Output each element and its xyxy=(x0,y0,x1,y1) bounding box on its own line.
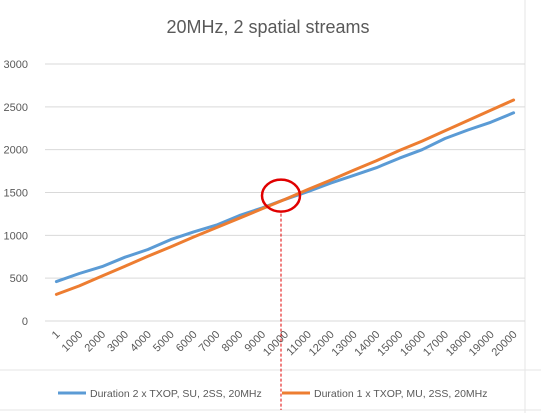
annotation-circle xyxy=(260,178,302,213)
y-tick-label: 1000 xyxy=(4,230,28,242)
legend: Duration 2 x TXOP, SU, 2SS, 20MHz Duratio… xyxy=(58,388,488,400)
x-tick-label: 1000 xyxy=(60,329,86,355)
chart-title: 20MHz, 2 spatial streams xyxy=(166,17,369,37)
x-tick-label: 3000 xyxy=(105,329,131,355)
y-tick-label: 0 xyxy=(22,316,28,328)
x-tick-label: 5000 xyxy=(151,329,177,355)
y-tick-label: 3000 xyxy=(4,59,28,71)
legend-label-2: Duration 1 x TXOP, MU, 2SS, 20MHz xyxy=(314,388,488,400)
y-tick-label: 2000 xyxy=(4,145,28,157)
x-tick-label: 1 xyxy=(50,329,63,342)
series-lines xyxy=(54,98,516,296)
y-tick-label: 500 xyxy=(10,273,28,285)
annotation-layer xyxy=(260,178,302,410)
y-tick-label: 1500 xyxy=(4,188,28,200)
x-tick-label: 10000 xyxy=(261,329,291,359)
x-tick-label: 2000 xyxy=(82,329,108,355)
legend-label-1: Duration 2 x TXOP, SU, 2SS, 20MHz xyxy=(90,388,262,400)
y-tick-label: 2500 xyxy=(4,102,28,114)
series-line-1 xyxy=(54,111,516,284)
y-tick-labels: 0 500 1000 1500 2000 2500 3000 xyxy=(4,59,28,328)
x-tick-label: 6000 xyxy=(174,329,200,355)
series-line-2 xyxy=(54,98,516,296)
x-tick-label: 4000 xyxy=(128,329,154,355)
x-tick-label: 20000 xyxy=(490,329,520,359)
x-tick-labels: 1100020003000400050006000700080009000100… xyxy=(50,329,520,359)
y-gridlines xyxy=(45,63,525,322)
x-tick-label: 7000 xyxy=(197,329,223,355)
x-tick-label: 8000 xyxy=(220,329,246,355)
